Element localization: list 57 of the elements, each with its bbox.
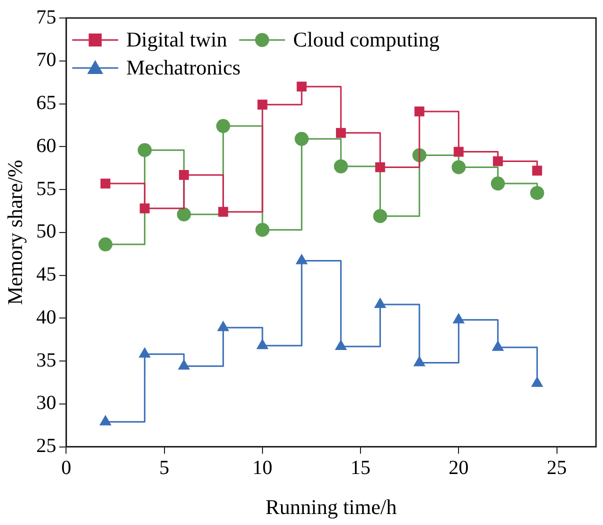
point (255, 222, 270, 237)
point (99, 414, 112, 426)
point (374, 297, 386, 308)
point (414, 106, 424, 116)
y-tick-label: 45 (36, 264, 56, 286)
point (296, 82, 307, 92)
x-tick-label: 25 (546, 457, 567, 480)
point (334, 339, 347, 350)
y-tick-label: 60 (36, 134, 56, 157)
y-tick-label: 40 (36, 306, 56, 328)
point (531, 376, 544, 387)
legend-label: Mechatronics (126, 56, 240, 80)
x-tick-label: 0 (61, 457, 72, 480)
point (490, 176, 505, 191)
point (454, 146, 464, 157)
point (532, 166, 542, 176)
point (334, 159, 348, 174)
point (294, 132, 309, 146)
point (336, 128, 346, 138)
point (176, 207, 191, 222)
point (492, 156, 503, 166)
point (140, 203, 150, 214)
legend-label: Digital twin (126, 28, 228, 52)
y-tick-label: 65 (36, 92, 56, 114)
y-tick-label: 70 (36, 49, 56, 72)
x-tick-label: 20 (448, 457, 469, 480)
point (218, 206, 228, 217)
point (256, 338, 268, 350)
y-tick-label: 35 (36, 349, 56, 372)
point (452, 312, 465, 324)
y-axis-title: Memory share/% (3, 160, 28, 306)
x-axis-title: Running time/h (265, 494, 398, 519)
point (530, 186, 544, 200)
y-tick-label: 50 (36, 220, 56, 243)
x-tick-label: 15 (350, 457, 371, 480)
y-tick-label: 75 (36, 6, 56, 28)
y-tick-label: 30 (36, 392, 56, 414)
point (413, 356, 426, 366)
point (98, 237, 112, 252)
y-tick-label: 25 (36, 435, 56, 458)
point (100, 178, 110, 188)
point (296, 254, 308, 264)
point (257, 100, 268, 110)
x-tick-label: 5 (159, 457, 170, 480)
legend-label: Cloud computing (293, 28, 440, 52)
point (375, 162, 386, 172)
point (178, 170, 189, 180)
point (138, 347, 151, 358)
point (373, 209, 388, 224)
point (138, 143, 152, 158)
point (178, 359, 190, 370)
y-tick-label: 55 (36, 178, 56, 200)
point (492, 340, 504, 351)
point (217, 320, 230, 332)
point (452, 160, 466, 174)
x-tick-label: 10 (252, 457, 272, 480)
point (216, 119, 230, 134)
